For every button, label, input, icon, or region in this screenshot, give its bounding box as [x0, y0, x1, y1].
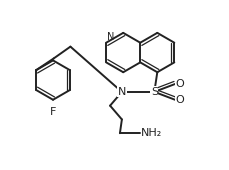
Text: O: O — [175, 79, 183, 89]
Text: N: N — [117, 87, 125, 97]
Text: N: N — [107, 32, 114, 42]
Text: F: F — [50, 107, 56, 117]
Text: S: S — [150, 87, 157, 97]
Text: O: O — [175, 95, 183, 105]
Text: NH₂: NH₂ — [140, 128, 161, 138]
